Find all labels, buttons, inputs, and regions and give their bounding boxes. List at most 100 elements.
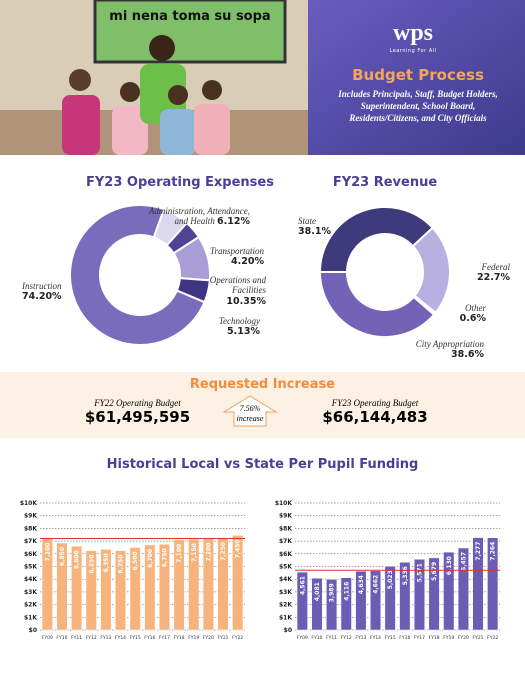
value-label: 4,662 (373, 575, 380, 594)
person (112, 106, 148, 155)
person (69, 69, 91, 91)
bar (188, 538, 200, 631)
person (149, 35, 175, 61)
bar (413, 558, 425, 631)
segment-label: Technology 5.13% (198, 316, 260, 338)
from-value: $61,495,595 (84, 408, 191, 426)
y-tick-label: $7K (24, 538, 37, 545)
x-tick-label: FY16 (399, 635, 410, 641)
segment-label: Instruction 74.20% (22, 281, 72, 303)
to-label: FY23 Operating Budget (331, 398, 419, 408)
value-label: 5.13% (227, 326, 260, 338)
bar (85, 550, 97, 631)
whiteboard (93, 0, 287, 64)
bar (355, 570, 367, 631)
person (194, 104, 230, 155)
y-tick-label: $10K (20, 500, 38, 507)
bar (487, 537, 499, 631)
from-label: FY22 Operating Budget (94, 398, 181, 408)
value-label: 5,571 (416, 563, 423, 582)
x-tick-label: FY21 (472, 635, 483, 641)
y-tick-label: $4K (24, 576, 37, 583)
x-tick-label: FY20 (458, 635, 469, 641)
segment-label: Transportation 4.20% (198, 246, 264, 268)
value-label: 7,200 (205, 543, 212, 562)
chart-title: FY23 Revenue (332, 175, 438, 190)
y-tick-label: $1K (24, 614, 37, 621)
category-label: City Appropriation (415, 339, 484, 349)
bar (384, 565, 396, 631)
category-label: Operations and Facilities (209, 275, 266, 296)
value-label: 6,500 (132, 551, 139, 570)
y-tick-label: $0 (29, 627, 37, 634)
x-tick-label: FY10 (56, 635, 67, 641)
value-label: 22.7% (477, 272, 510, 284)
value-label: 7,200 (44, 543, 51, 562)
segment-label: Operations and Facilities 10.35% (192, 275, 266, 308)
value-label: 10.35% (226, 295, 266, 307)
y-tick-label: $7K (279, 538, 292, 545)
x-tick-label: FY12 (341, 635, 352, 641)
bar (340, 577, 352, 631)
x-tick-label: FY19 (188, 635, 199, 641)
y-tick-label: $10K (275, 500, 293, 507)
category-label: Federal (481, 262, 511, 272)
category-label: Transportation (209, 246, 264, 256)
x-tick-label: FY18 (429, 635, 440, 641)
increase-arrow (222, 395, 278, 427)
y-tick-label: $8K (24, 525, 37, 532)
x-tick-label: FY11 (71, 635, 82, 641)
value-label: 7,250 (220, 542, 227, 561)
x-tick-label: FY17 (414, 635, 425, 641)
y-tick-label: $4K (279, 576, 292, 583)
category-label: Administration, Attendance, and Health (148, 206, 250, 227)
bar (56, 542, 68, 631)
x-tick-label: FY21 (217, 635, 228, 641)
value-label: 4,561 (299, 576, 306, 595)
bar (115, 550, 127, 631)
value-label: 4,081 (314, 582, 321, 601)
x-tick-label: FY15 (385, 635, 396, 641)
value-label: 7,450 (235, 539, 242, 558)
y-tick-label: $6K (279, 551, 292, 558)
value-label: 7,277 (475, 542, 482, 561)
x-tick-label: FY13 (355, 635, 366, 641)
value-label: 5,679 (431, 562, 438, 581)
header-title: Budget Process (352, 66, 484, 84)
y-tick-label: $9K (24, 513, 37, 520)
bar (326, 579, 338, 631)
segment-label: Other 0.6% (446, 303, 486, 325)
value-label: 3,989 (329, 583, 336, 602)
value-label: 38.6% (451, 349, 484, 361)
bar (71, 545, 83, 631)
value-label: 38.1% (298, 226, 331, 238)
x-tick-label: FY22 (487, 635, 498, 641)
tagline: Learning For All (389, 48, 437, 54)
x-tick-label: FY22 (232, 635, 243, 641)
category-label: Technology (218, 316, 260, 326)
x-tick-label: FY13 (100, 635, 111, 641)
to-value: $66,144,483 (322, 408, 428, 426)
y-tick-label: $5K (24, 564, 37, 571)
value-label: 6,700 (147, 549, 154, 568)
x-tick-label: FY11 (326, 635, 337, 641)
y-tick-label: $0 (284, 627, 292, 634)
photo-text: mi nena toma su sopa (109, 9, 270, 24)
x-tick-label: FY10 (311, 635, 322, 641)
y-tick-label: $2K (24, 602, 37, 609)
y-tick-label: $9K (279, 513, 292, 520)
category-label: Other (465, 303, 486, 313)
bar (100, 549, 112, 631)
value-label: 6,250 (88, 555, 95, 574)
bar (173, 539, 185, 631)
bar (158, 544, 170, 631)
person (160, 109, 196, 155)
category-label: State (298, 216, 316, 226)
value-label: 7,150 (191, 543, 198, 562)
bar (472, 537, 484, 631)
bar (217, 537, 229, 631)
bar (144, 544, 156, 631)
change: 7.56% (239, 404, 261, 413)
person (202, 80, 222, 100)
x-tick-label: FY17 (159, 635, 170, 641)
